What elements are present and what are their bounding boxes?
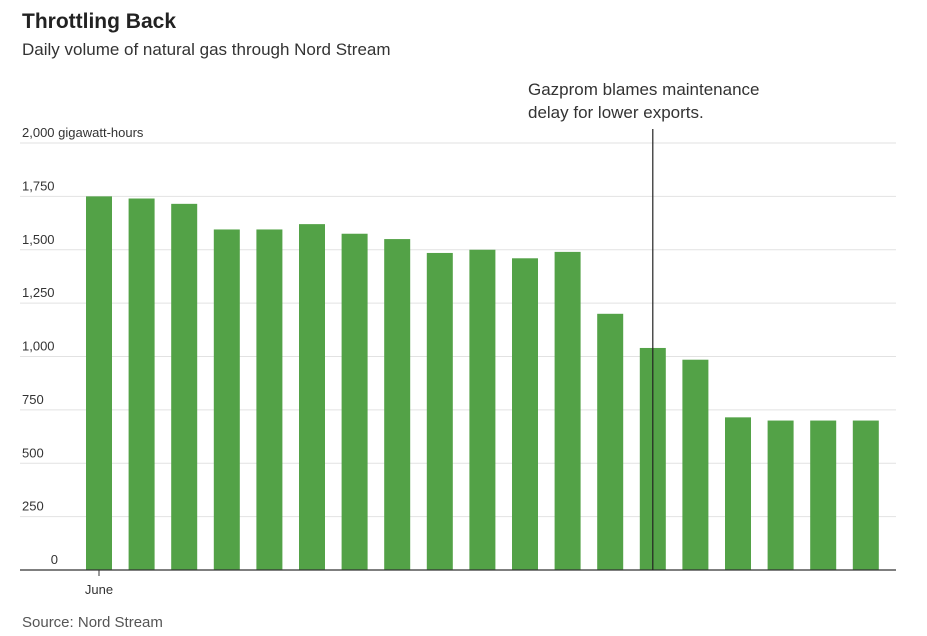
- bar-17: [810, 420, 837, 570]
- bar-15: [725, 417, 751, 570]
- bar-2: [171, 203, 198, 570]
- chart-title: Throttling Back: [22, 10, 177, 33]
- bar-7: [384, 239, 411, 570]
- bar-10: [512, 258, 538, 570]
- y-tick-label-250: 250: [22, 499, 44, 514]
- y-tick-label-500: 500: [22, 445, 44, 460]
- bar-16: [767, 420, 794, 570]
- bar-8: [426, 252, 453, 570]
- bar-3: [213, 229, 240, 570]
- bar-4: [256, 229, 283, 570]
- x-tick-label-june: June: [85, 582, 113, 597]
- bar-14: [682, 359, 709, 570]
- bar-1: [128, 198, 155, 570]
- bar-6: [341, 233, 368, 571]
- source-note: Source: Nord Stream: [22, 614, 163, 631]
- chart-subtitle: Daily volume of natural gas through Nord…: [22, 40, 391, 59]
- bar-12: [597, 313, 624, 570]
- annotation-text-line-2: delay for lower exports.: [528, 103, 704, 122]
- y-tick-label-0: 0: [51, 552, 58, 567]
- y-tick-label-1250: 1,250: [22, 285, 55, 300]
- y-tick-label-1750: 1,750: [22, 178, 55, 193]
- bar-9: [469, 249, 496, 570]
- bar-18: [852, 420, 879, 570]
- y-tick-label-750: 750: [22, 392, 44, 407]
- y-tick-label-1000: 1,000: [22, 339, 55, 354]
- bars: [86, 196, 879, 571]
- annotation-text-line-1: Gazprom blames maintenance: [528, 80, 760, 99]
- bar-11: [554, 251, 581, 570]
- bar-5: [299, 224, 325, 570]
- bar-0: [86, 196, 112, 570]
- y-tick-label-1500: 1,500: [22, 232, 55, 247]
- y-axis-labels: 0 250 500 750 1,000 1,250 1,500 1,750 2,000 giga…: [22, 125, 144, 567]
- y-tick-label-2000: 2,000 gigawatt-hours: [22, 125, 144, 140]
